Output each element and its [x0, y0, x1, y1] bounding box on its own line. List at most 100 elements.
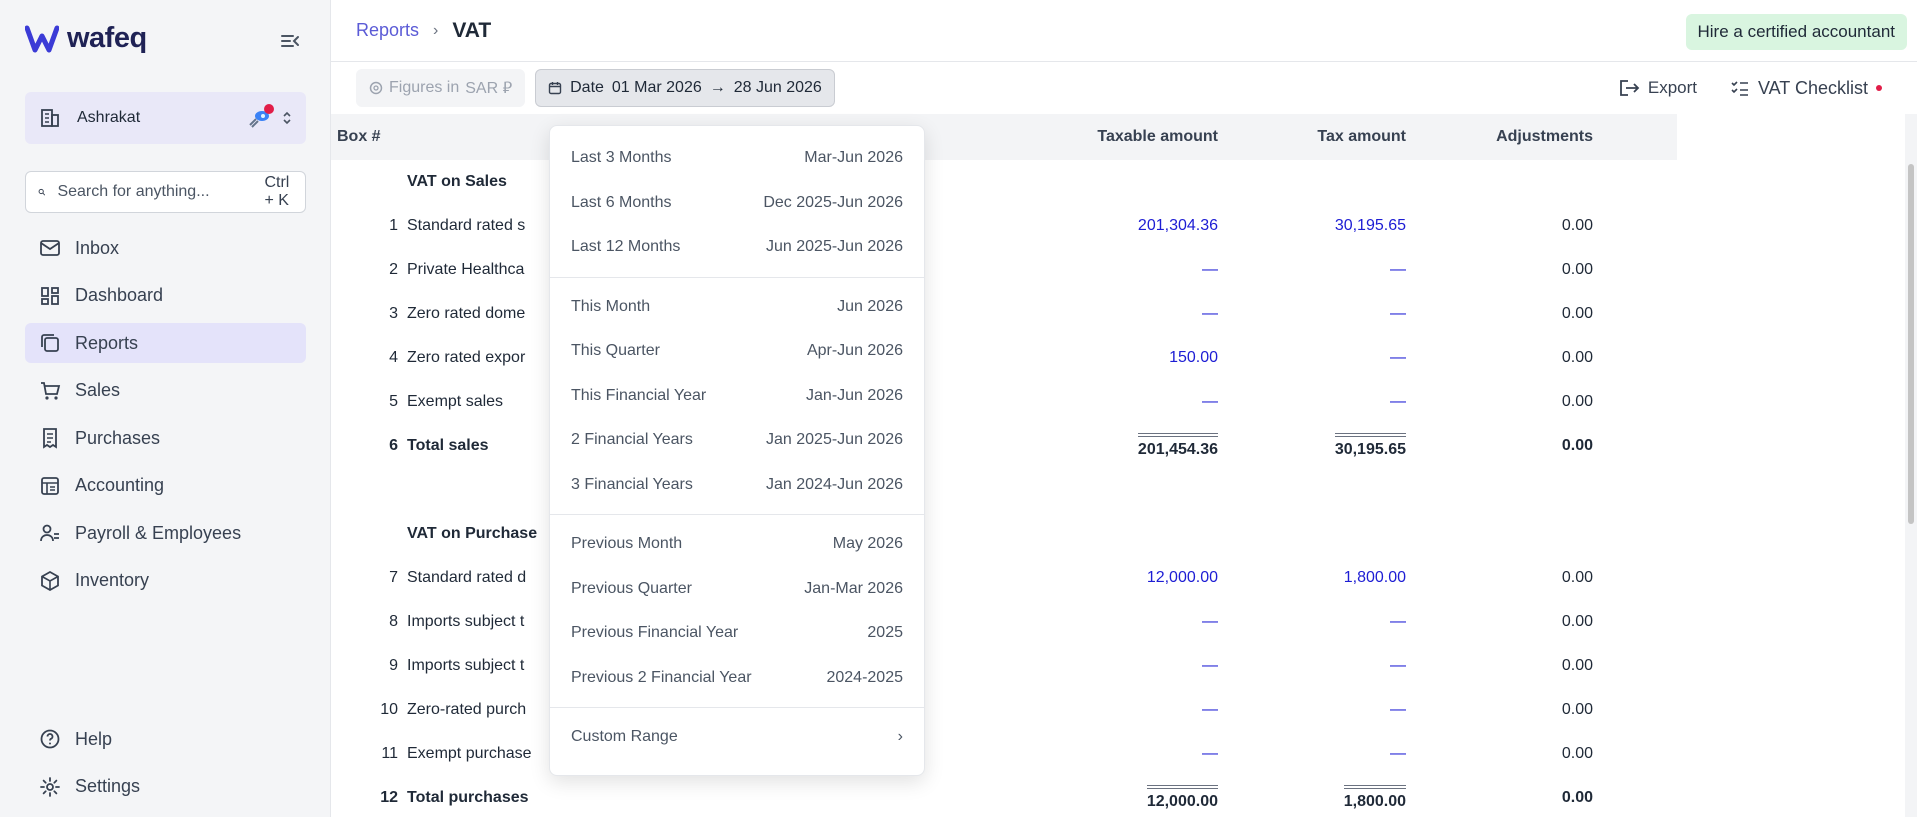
date-preset-option[interactable]: Previous 2 Financial Year 2024-2025	[550, 656, 924, 701]
date-preset-option[interactable]: 2 Financial Years Jan 2025-Jun 2026	[550, 418, 924, 463]
row-box: 3	[389, 305, 398, 322]
brand-name: wafeq	[67, 22, 147, 54]
coin-icon	[369, 81, 383, 95]
row-taxable-link[interactable]: —	[1202, 745, 1218, 762]
nav-label: Settings	[75, 776, 141, 796]
receipt-icon	[43, 428, 57, 449]
breadcrumb-chevron-icon: ›	[433, 21, 439, 39]
nav-item-settings[interactable]: Settings	[25, 767, 306, 807]
collapse-sidebar-icon[interactable]	[279, 30, 301, 52]
scrollbar[interactable]	[1905, 114, 1917, 817]
preset-label: Previous Month	[571, 535, 683, 553]
nav-item-inventory[interactable]: Inventory	[25, 561, 306, 601]
row-taxable-link[interactable]: 12,000.00	[1146, 569, 1218, 586]
table-row: 11 Exempt purchase — — 0.00	[331, 732, 1677, 776]
row-desc: Exempt purchase	[407, 745, 532, 762]
row-taxable-link[interactable]: 150.00	[1169, 349, 1218, 366]
search-icon	[38, 188, 46, 196]
row-taxable-link[interactable]: —	[1202, 393, 1218, 410]
dropdown-divider	[550, 276, 924, 278]
preset-label: This Quarter	[571, 342, 660, 360]
row-tax-link[interactable]: —	[1390, 745, 1406, 762]
table-header: Box # Taxable amount Tax amount Adjustme…	[331, 114, 1677, 160]
row-adjustment: 0.00	[1561, 349, 1593, 366]
date-preset-option[interactable]: Last 3 Months Mar-Jun 2026	[550, 136, 924, 181]
nav-label: Accounting	[75, 475, 165, 495]
nav-label: Inventory	[75, 570, 150, 590]
breadcrumb-reports[interactable]: Reports	[356, 20, 420, 40]
export-button[interactable]: Export	[1618, 69, 1697, 107]
nav-label: Help	[75, 728, 113, 749]
date-preset-option[interactable]: Previous Quarter Jan-Mar 2026	[550, 567, 924, 612]
row-tax-link[interactable]: —	[1390, 613, 1406, 630]
nav-label: Inbox	[75, 237, 120, 258]
row-adjustment: 0.00	[1561, 569, 1593, 586]
row-tax-link[interactable]: 30,195.65	[1334, 217, 1406, 234]
nav-item-reports[interactable]: Reports	[25, 323, 306, 363]
nav-item-accounting[interactable]: Accounting	[25, 466, 306, 506]
date-preset-option[interactable]: Previous Financial Year 2025	[550, 611, 924, 656]
search-box[interactable]: Ctrl + K	[25, 171, 306, 213]
row-box: 12	[380, 789, 398, 806]
nav-item-sales[interactable]: Sales	[25, 371, 306, 411]
row-taxable-link[interactable]: —	[1202, 657, 1218, 674]
date-range-button[interactable]: Date 01 Mar 2026 → 28 Jun 2026	[535, 69, 835, 107]
vat-report-table: Box # Taxable amount Tax amount Adjustme…	[331, 114, 1677, 817]
date-preset-option[interactable]: This Financial Year Jan-Jun 2026	[550, 374, 924, 419]
top-bar: Reports › VAT Hire a certified accountan…	[331, 0, 1917, 62]
row-taxable-link[interactable]: 201,304.36	[1137, 217, 1218, 234]
section-heading-row: VAT on Sales	[331, 160, 1677, 204]
row-tax-link[interactable]: —	[1390, 393, 1406, 410]
nav-label: Reports	[75, 332, 139, 353]
row-taxable-link[interactable]: —	[1202, 613, 1218, 630]
brand-logo[interactable]: wafeq	[25, 22, 147, 55]
nav-label: Sales	[75, 380, 121, 400]
nav-label: Dashboard	[75, 285, 164, 305]
page-title: VAT	[452, 18, 492, 42]
vat-checklist-button[interactable]: VAT Checklist	[1730, 69, 1882, 107]
row-tax-link[interactable]: —	[1390, 261, 1406, 278]
header-adjustments: Adjustments	[1496, 128, 1593, 145]
row-adjustment: 0.00	[1561, 613, 1593, 630]
notification-badge[interactable]	[246, 104, 274, 129]
row-tax-link[interactable]: —	[1390, 657, 1406, 674]
date-from: 01 Mar 2026	[611, 79, 702, 96]
chevron-right-icon: ›	[897, 728, 903, 746]
organization-switcher[interactable]: Ashrakat	[25, 92, 306, 144]
nav-item-inbox[interactable]: Inbox	[25, 228, 306, 268]
custom-range-option[interactable]: Custom Range ›	[550, 715, 924, 760]
preset-range: Jun 2025-Jun 2026	[766, 238, 903, 256]
row-tax-link[interactable]: —	[1390, 701, 1406, 718]
row-taxable-link[interactable]: —	[1202, 261, 1218, 278]
date-preset-option[interactable]: This Quarter Apr-Jun 2026	[550, 329, 924, 374]
date-preset-option[interactable]: Last 6 Months Dec 2025-Jun 2026	[550, 181, 924, 226]
date-label: Date	[570, 79, 604, 96]
total-taxable: 201,454.36	[1137, 433, 1218, 459]
row-taxable-link[interactable]: —	[1202, 305, 1218, 322]
preset-label: This Financial Year	[571, 386, 707, 404]
hire-accountant-button[interactable]: Hire a certified accountant	[1685, 14, 1907, 50]
date-preset-option[interactable]: This Month Jun 2026	[550, 285, 924, 330]
figures-currency-button[interactable]: Figures in SAR ⃁	[356, 69, 526, 107]
row-box: 5	[389, 393, 398, 410]
date-preset-option[interactable]: Last 12 Months Jun 2025-Jun 2026	[550, 225, 924, 270]
scrollbar-thumb[interactable]	[1908, 164, 1914, 524]
search-shortcut: Ctrl + K	[264, 174, 290, 209]
nav-label: Purchases	[75, 427, 161, 448]
notification-dot	[264, 104, 274, 114]
nav-item-dashboard[interactable]: Dashboard	[25, 276, 306, 316]
row-tax-link[interactable]: 1,800.00	[1343, 569, 1406, 586]
row-box: 7	[389, 569, 398, 586]
nav-item-payroll[interactable]: Payroll & Employees	[25, 513, 306, 553]
building-icon	[41, 109, 59, 127]
preset-range: Jan-Jun 2026	[806, 386, 903, 404]
row-taxable-link[interactable]: —	[1202, 701, 1218, 718]
nav-item-purchases[interactable]: Purchases	[25, 418, 306, 458]
row-tax-link[interactable]: —	[1390, 305, 1406, 322]
date-preset-option[interactable]: Previous Month May 2026	[550, 522, 924, 567]
date-preset-option[interactable]: 3 Financial Years Jan 2024-Jun 2026	[550, 463, 924, 508]
row-tax-link[interactable]: —	[1390, 349, 1406, 366]
nav-item-help[interactable]: Help	[25, 719, 306, 759]
search-input[interactable]	[57, 183, 265, 201]
